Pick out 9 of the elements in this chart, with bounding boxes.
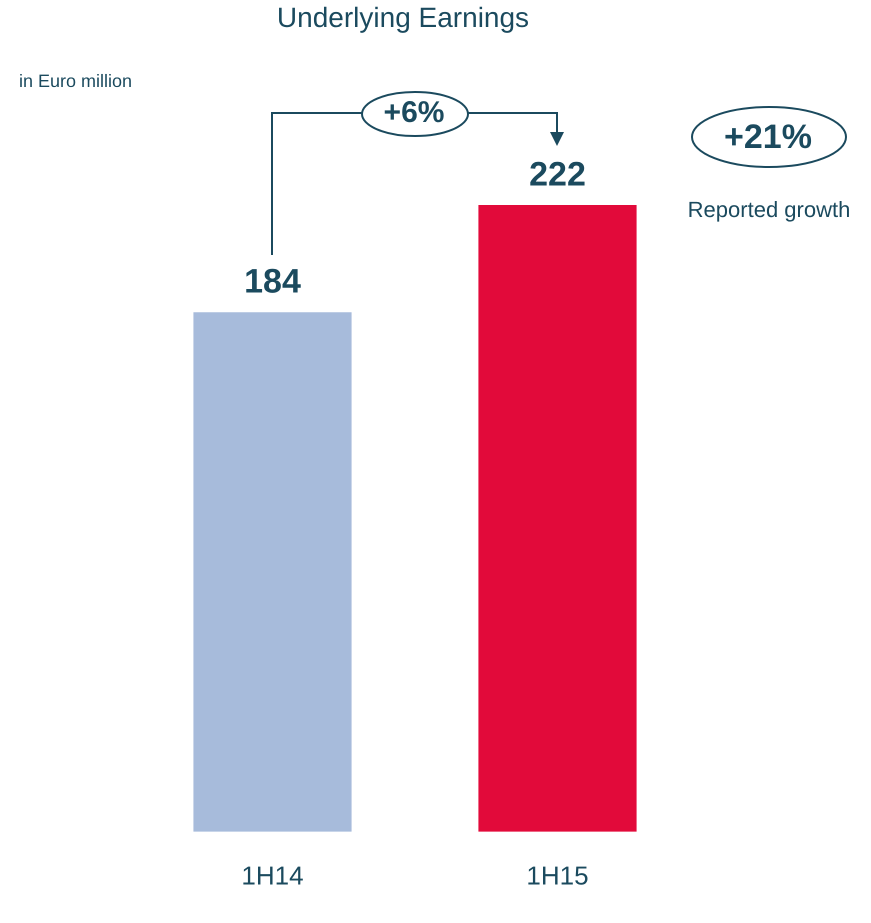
- data-label: 222: [529, 155, 586, 194]
- chart-title: Underlying Earnings: [276, 2, 530, 34]
- text: +21%: [724, 118, 812, 156]
- text: in Euro million: [19, 71, 132, 91]
- text: +6%: [384, 96, 444, 129]
- x-tick-label: 1H14: [241, 860, 304, 891]
- x-tick-label: 1H15: [526, 860, 589, 891]
- annotation: Reported growth: [688, 197, 850, 222]
- data-label: 184: [244, 262, 301, 301]
